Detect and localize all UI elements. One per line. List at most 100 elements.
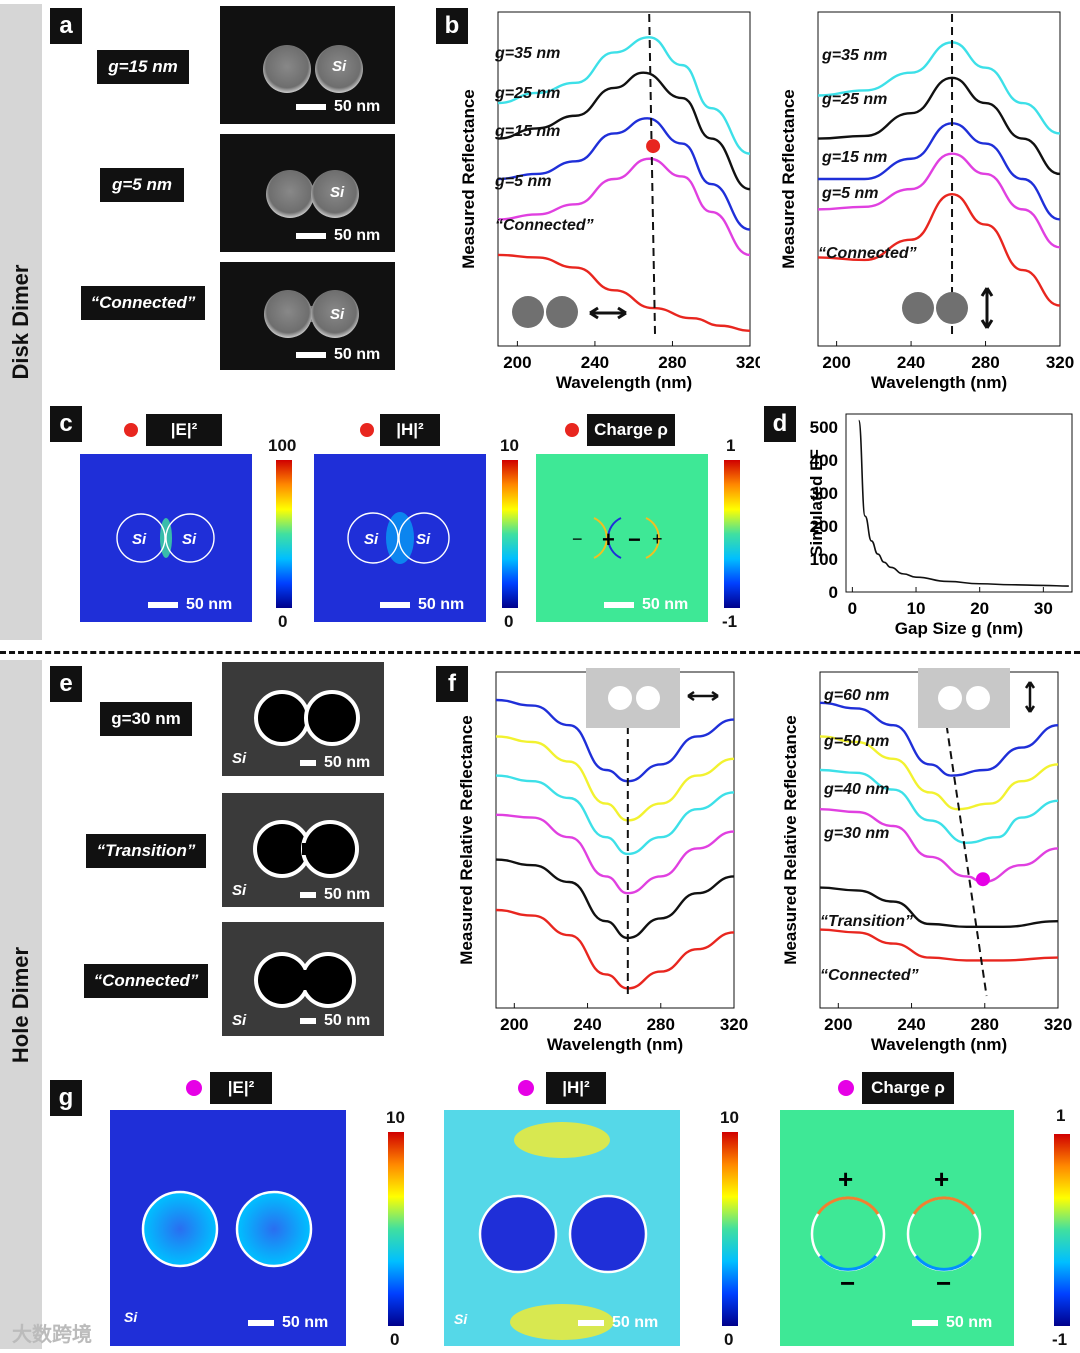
series-label: “Transition” bbox=[820, 913, 913, 930]
scale-bar: 50 nm bbox=[300, 886, 370, 904]
marker-dot bbox=[975, 872, 990, 887]
charge-plus: + bbox=[838, 1164, 853, 1194]
series-label: g=50 nm bbox=[823, 733, 889, 750]
series-line bbox=[495, 735, 735, 822]
panel-label-c: c bbox=[50, 406, 82, 442]
section-sidebar-disk: Disk Dimer bbox=[0, 4, 42, 640]
si-label: Si bbox=[332, 58, 347, 75]
colorbar-min: -1 bbox=[1052, 1330, 1068, 1349]
colorbar-c-h bbox=[502, 460, 518, 608]
dimer-icon bbox=[936, 292, 968, 324]
series-label: g=15 nm bbox=[821, 149, 887, 166]
chart-b-right: 200 240 280 320 Wavelength (nm) Measured Refl… bbox=[779, 11, 1074, 392]
g-title-rho: Charge ρ bbox=[862, 1072, 954, 1104]
a-tag-g15: g=15 nm bbox=[97, 50, 189, 84]
si-label: Si bbox=[182, 531, 197, 548]
x-tick-label: 240 bbox=[573, 1015, 601, 1034]
watermark: 大数跨境 bbox=[12, 1324, 92, 1346]
panel-label-b: b bbox=[436, 8, 468, 44]
colorbar-g-e bbox=[388, 1132, 404, 1326]
colorbar-g-rho bbox=[1054, 1134, 1070, 1326]
x-tick-label: 320 bbox=[736, 353, 760, 372]
panel-label-d: d bbox=[764, 406, 796, 442]
series-label: g=25 nm bbox=[821, 91, 887, 108]
series-label: “Connected” bbox=[820, 967, 919, 984]
c-title-rho: Charge ρ bbox=[587, 414, 675, 446]
series-line bbox=[495, 908, 735, 990]
section-title-hole: Hole Dimer bbox=[8, 946, 33, 1063]
y-tick-label: 100 bbox=[810, 550, 838, 569]
colorbar-min: -1 bbox=[722, 612, 738, 631]
scale-bar: 50 nm bbox=[248, 1314, 328, 1332]
marker-dot-magenta bbox=[518, 1080, 534, 1096]
vertical-polarization-icon bbox=[1024, 681, 1036, 713]
section-sidebar-hole: Hole Dimer bbox=[0, 660, 42, 1349]
si-label: Si bbox=[330, 306, 345, 323]
chart-f-right: 200 240 280 320 Wavelength (nm) Measured Rela… bbox=[781, 668, 1072, 1054]
hole-icon bbox=[938, 686, 962, 710]
x-tick-label: 280 bbox=[658, 353, 686, 372]
si-label: Si bbox=[132, 531, 147, 548]
si-label: Si bbox=[232, 882, 247, 899]
series-line bbox=[819, 701, 1059, 777]
si-label: Si bbox=[330, 184, 345, 201]
scale-bar: 50 nm bbox=[380, 596, 464, 614]
scale-bar: 50 nm bbox=[912, 1314, 992, 1332]
section-divider bbox=[0, 651, 1080, 654]
si-label: Si bbox=[364, 531, 379, 548]
series-line bbox=[495, 858, 735, 940]
hole-dimer-icon bbox=[586, 668, 680, 728]
sem-disk-g15 bbox=[220, 6, 395, 124]
dimer-icon bbox=[902, 292, 934, 324]
map-c-h: Si Si bbox=[314, 454, 486, 622]
x-axis-label: Wavelength (nm) bbox=[556, 373, 692, 392]
horizontal-polarization-icon bbox=[687, 690, 719, 702]
g-title-h: |H|² bbox=[546, 1072, 606, 1104]
scale-bar: 50 nm bbox=[300, 754, 370, 772]
series-label: “Connected” bbox=[818, 245, 917, 262]
charge-minus: − bbox=[572, 529, 583, 549]
colorbar-max: 1 bbox=[1056, 1106, 1066, 1125]
x-tick-label: 320 bbox=[1044, 1015, 1072, 1034]
x-tick-label: 280 bbox=[971, 353, 999, 372]
scale-bar: 50 nm bbox=[578, 1314, 658, 1332]
y-tick-label: 400 bbox=[810, 451, 838, 470]
horizontal-polarization-icon bbox=[589, 306, 627, 320]
x-axis-label: Wavelength (nm) bbox=[547, 1035, 683, 1054]
marker-dot-magenta bbox=[838, 1080, 854, 1096]
series-line bbox=[497, 157, 751, 257]
colorbar-max: 100 bbox=[268, 436, 297, 455]
sem-hole-connected bbox=[222, 922, 384, 1036]
map-g-e: Si bbox=[110, 1110, 346, 1346]
series-line bbox=[495, 774, 735, 856]
marker-dot-red bbox=[124, 423, 138, 437]
series-label: g=35 nm bbox=[821, 47, 887, 64]
charge-minus: − bbox=[840, 1268, 855, 1298]
y-tick-label: 200 bbox=[810, 517, 838, 536]
scale-bar: 50 nm bbox=[296, 98, 380, 116]
series-line bbox=[497, 36, 751, 155]
series-line bbox=[817, 152, 1061, 249]
y-axis-label: Measured Relative Reflectance bbox=[457, 715, 476, 964]
series-line bbox=[819, 886, 1059, 928]
series-label: g=30 nm bbox=[823, 825, 889, 842]
x-tick-label: 20 bbox=[970, 599, 989, 618]
colorbar-min: 0 bbox=[504, 612, 514, 631]
e-tag-g30: g=30 nm bbox=[100, 702, 192, 736]
series-line bbox=[819, 928, 1059, 962]
map-c-e: Si Si bbox=[80, 454, 252, 622]
si-label: Si bbox=[454, 1311, 468, 1327]
series-label: g=25 nm bbox=[494, 85, 560, 102]
si-label: Si bbox=[232, 750, 247, 767]
map-g-rho: + + − − bbox=[780, 1110, 1014, 1346]
colorbar-g-h bbox=[722, 1132, 738, 1326]
series-line bbox=[817, 192, 1061, 307]
x-tick-label: 320 bbox=[1046, 353, 1074, 372]
dimer-icon bbox=[546, 296, 578, 328]
x-tick-label: 280 bbox=[647, 1015, 675, 1034]
panel-label-a: a bbox=[50, 8, 82, 44]
series-label: “Connected” bbox=[495, 217, 594, 234]
series-line bbox=[495, 813, 735, 895]
scale-bar: 50 nm bbox=[148, 596, 232, 614]
charge-plus: + bbox=[652, 529, 663, 549]
